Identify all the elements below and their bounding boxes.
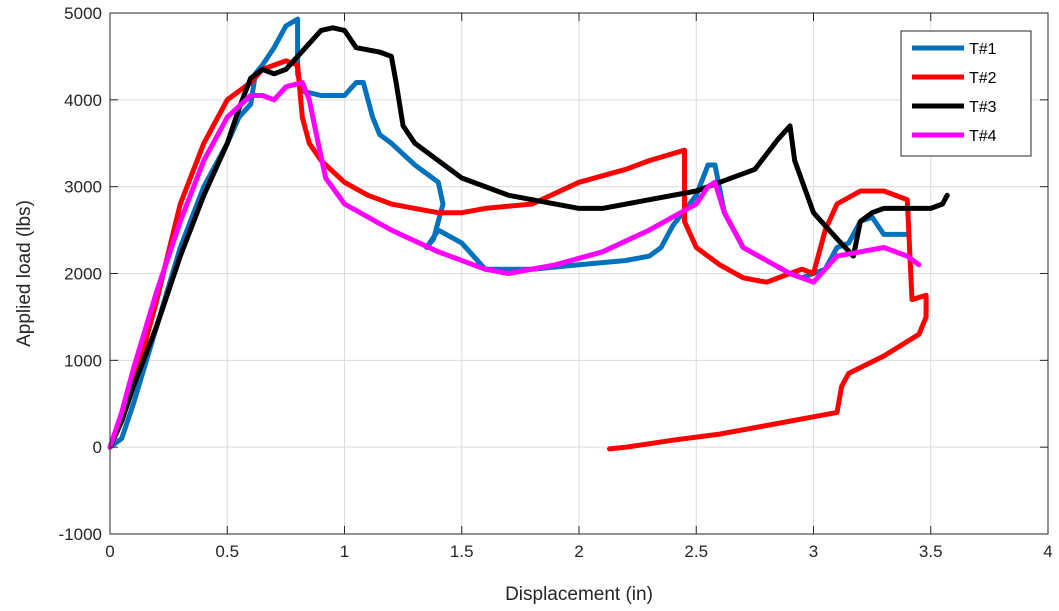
x-tick-label: 0 — [105, 542, 114, 561]
x-tick-label: 1.5 — [450, 542, 474, 561]
y-tick-label: 4000 — [64, 91, 102, 110]
legend-label-t1: T#1 — [969, 41, 997, 58]
legend-label-t4: T#4 — [969, 128, 997, 145]
x-tick-label: 2.5 — [684, 542, 708, 561]
x-tick-label: 0.5 — [215, 542, 239, 561]
y-tick-label: 2000 — [64, 265, 102, 284]
x-tick-label: 4 — [1043, 542, 1052, 561]
y-tick-label: -1000 — [59, 525, 102, 544]
y-tick-label: 1000 — [64, 351, 102, 370]
x-axis-label: Displacement (in) — [505, 584, 653, 605]
x-tick-labels: 0 0.5 1 1.5 2 2.5 3 3.5 4 — [105, 542, 1052, 561]
y-tick-label: 0 — [93, 438, 102, 457]
series-line-t4 — [107, 80, 922, 450]
legend-label-t3: T#3 — [969, 99, 997, 116]
y-tick-labels: -1000 0 1000 2000 3000 4000 5000 — [59, 4, 102, 544]
ticks — [109, 12, 1049, 535]
y-axis-label: Applied load (lbs) — [14, 200, 35, 347]
legend: T#1 T#2 T#3 T#4 — [900, 30, 1032, 157]
legend-label-t2: T#2 — [969, 70, 997, 87]
x-tick-label: 3 — [809, 542, 818, 561]
x-tick-label: 2 — [574, 542, 583, 561]
series-line-t2 — [107, 58, 929, 452]
x-tick-label: 1 — [340, 542, 349, 561]
y-tick-label: 3000 — [64, 178, 102, 197]
x-tick-label: 3.5 — [919, 542, 943, 561]
y-tick-label: 5000 — [64, 4, 102, 23]
series-group — [107, 16, 950, 452]
